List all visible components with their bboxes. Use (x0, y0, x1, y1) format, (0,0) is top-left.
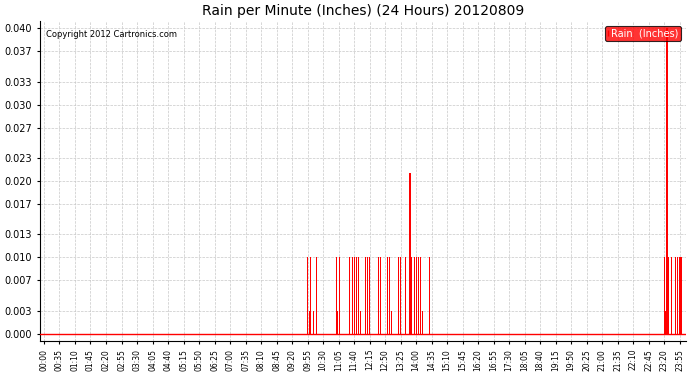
Legend: Rain  (Inches): Rain (Inches) (605, 26, 681, 41)
Text: Copyright 2012 Cartronics.com: Copyright 2012 Cartronics.com (46, 30, 177, 39)
Title: Rain per Minute (Inches) (24 Hours) 20120809: Rain per Minute (Inches) (24 Hours) 2012… (201, 4, 524, 18)
